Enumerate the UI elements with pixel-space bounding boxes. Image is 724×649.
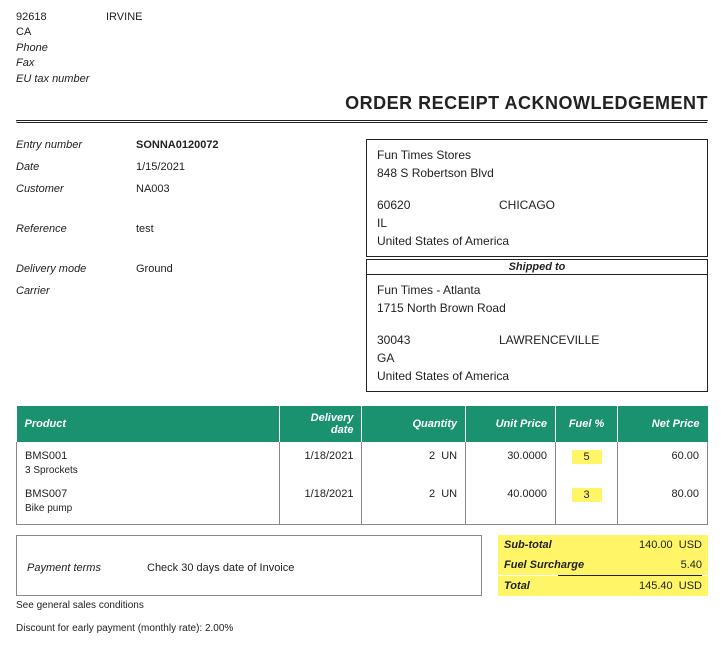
col-delivery-date: Delivery date xyxy=(279,406,362,442)
table-row: BMS007 Bike pump 1/18/2021 2 UN 40.0000 … xyxy=(17,482,708,525)
meta-section: Entry numberSONNA0120072 Date1/15/2021 C… xyxy=(16,139,708,394)
subtotal-currency: USD xyxy=(679,539,702,551)
customer-label: Customer xyxy=(16,183,136,195)
total-value: 145.40 xyxy=(639,580,673,592)
general-conditions-note: See general sales conditions xyxy=(16,600,708,611)
item-uom: UN xyxy=(441,488,457,500)
item-code: BMS007 xyxy=(25,488,271,500)
ship-to-zip: 30043 xyxy=(377,331,427,349)
totals-section: Payment terms Check 30 days date of Invo… xyxy=(16,535,708,596)
eu-tax-label: EU tax number xyxy=(16,73,89,85)
col-product: Product xyxy=(17,406,280,442)
payment-terms-value: Check 30 days date of Invoice xyxy=(147,562,294,574)
bill-to-state: IL xyxy=(377,214,697,232)
address-blocks: Fun Times Stores 848 S Robertson Blvd 60… xyxy=(366,139,708,394)
item-unit-price: 40.0000 xyxy=(466,482,556,525)
shipped-to-header: Shipped to xyxy=(366,259,708,274)
ship-to-street: 1715 North Brown Road xyxy=(377,299,697,317)
items-body: BMS001 3 Sprockets 1/18/2021 2 UN 30.000… xyxy=(17,442,708,525)
item-qty: 2 xyxy=(429,450,435,462)
ship-to-city: LAWRENCEVILLE xyxy=(499,331,599,349)
customer-value: NA003 xyxy=(136,183,170,195)
carrier-label: Carrier xyxy=(16,285,136,297)
item-fuel-pct: 3 xyxy=(572,488,602,502)
item-fuel-pct: 5 xyxy=(572,450,602,464)
item-unit-price: 30.0000 xyxy=(466,442,556,482)
reference-label: Reference xyxy=(16,223,136,235)
items-header-row: Product Delivery date Quantity Unit Pric… xyxy=(17,406,708,442)
item-desc: 3 Sprockets xyxy=(25,465,271,476)
bill-to-zip: 60620 xyxy=(377,196,427,214)
item-delivery: 1/18/2021 xyxy=(279,442,362,482)
bill-to-name: Fun Times Stores xyxy=(377,146,697,164)
delivery-mode-label: Delivery mode xyxy=(16,263,136,275)
company-state: CA xyxy=(16,25,708,40)
bill-to-box: Fun Times Stores 848 S Robertson Blvd 60… xyxy=(366,139,708,257)
col-net-price: Net Price xyxy=(618,406,708,442)
subtotal-value: 140.00 xyxy=(639,539,673,551)
bill-to-street: 848 S Robertson Blvd xyxy=(377,164,697,182)
item-qty: 2 xyxy=(429,488,435,500)
item-delivery: 1/18/2021 xyxy=(279,482,362,525)
total-label: Total xyxy=(504,580,530,592)
item-net-price: 80.00 xyxy=(618,482,708,525)
reference-value: test xyxy=(136,223,154,235)
col-fuel-pct: Fuel % xyxy=(555,406,617,442)
item-net-price: 60.00 xyxy=(618,442,708,482)
ship-to-box: Fun Times - Atlanta 1715 North Brown Roa… xyxy=(366,274,708,392)
company-zip: 92618 xyxy=(16,10,66,25)
company-city: IRVINE xyxy=(106,10,142,25)
items-table: Product Delivery date Quantity Unit Pric… xyxy=(16,406,708,525)
item-uom: UN xyxy=(441,450,457,462)
ship-to-state: GA xyxy=(377,349,697,367)
title-rule xyxy=(16,120,708,123)
discount-note: Discount for early payment (monthly rate… xyxy=(16,623,708,634)
fuel-surcharge-label: Fuel Surcharge xyxy=(504,559,584,571)
table-row: BMS001 3 Sprockets 1/18/2021 2 UN 30.000… xyxy=(17,442,708,482)
item-desc: Bike pump xyxy=(25,503,271,514)
document-title: ORDER RECEIPT ACKNOWLEDGEMENT xyxy=(16,93,708,114)
totals-box: Sub-total 140.00 USD Fuel Surcharge 5.40… xyxy=(498,535,708,596)
fuel-surcharge-value: 5.40 xyxy=(681,559,702,571)
payment-terms-label: Payment terms xyxy=(27,562,147,574)
subtotal-label: Sub-total xyxy=(504,539,552,551)
delivery-mode-value: Ground xyxy=(136,263,173,275)
payment-terms-box: Payment terms Check 30 days date of Invo… xyxy=(16,535,482,596)
ship-to-name: Fun Times - Atlanta xyxy=(377,281,697,299)
total-currency: USD xyxy=(679,580,702,592)
item-code: BMS001 xyxy=(25,450,271,462)
entry-number: SONNA0120072 xyxy=(136,139,219,151)
col-quantity: Quantity xyxy=(362,406,466,442)
date-value: 1/15/2021 xyxy=(136,161,185,173)
bill-to-city: CHICAGO xyxy=(499,196,555,214)
phone-label: Phone xyxy=(16,42,48,54)
col-unit-price: Unit Price xyxy=(466,406,556,442)
fax-label: Fax xyxy=(16,57,34,69)
meta-fields: Entry numberSONNA0120072 Date1/15/2021 C… xyxy=(16,139,356,394)
entry-number-label: Entry number xyxy=(16,139,136,151)
company-header: 92618 IRVINE CA Phone Fax EU tax number xyxy=(16,10,708,87)
bill-to-country: United States of America xyxy=(377,232,697,250)
ship-to-country: United States of America xyxy=(377,367,697,385)
date-label: Date xyxy=(16,161,136,173)
